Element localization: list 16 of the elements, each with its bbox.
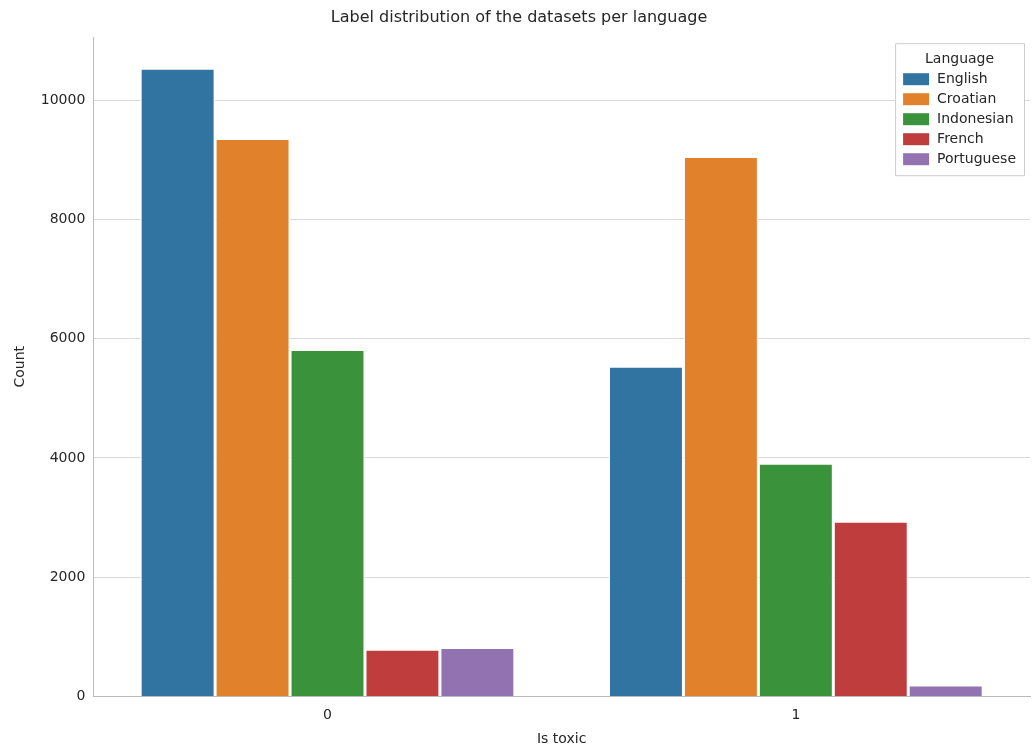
y-tick-label: 2000 [49, 567, 86, 584]
chart-title: Label distribution of the datasets per language [330, 6, 708, 26]
y-tick-label: 10000 [40, 91, 86, 108]
y-tick-label: 6000 [49, 329, 86, 346]
y-tick-label: 8000 [49, 210, 86, 227]
legend-label: French [937, 129, 984, 146]
legend-label: Indonesian [937, 109, 1014, 126]
legend-label: Portuguese [937, 149, 1017, 166]
legend-title: Language [925, 49, 995, 66]
y-tick-label: 0 [76, 687, 86, 704]
x-axis-title: Is toxic [536, 730, 587, 747]
legend-label: English [937, 69, 988, 86]
x-tick-label: 1 [791, 706, 801, 723]
y-axis-title: Count [11, 345, 28, 388]
legend-label: Croatian [937, 89, 997, 106]
y-tick-label: 4000 [49, 448, 86, 465]
